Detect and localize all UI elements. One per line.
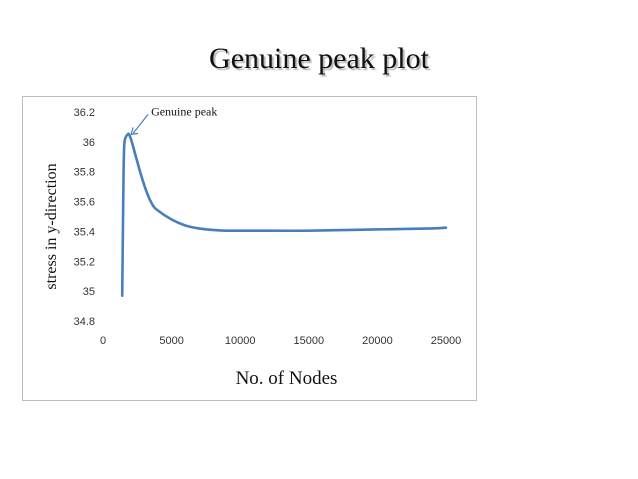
annotation-arrow-head [130,127,139,135]
y-tick-label: 35.8 [74,167,95,179]
y-tick-label: 35 [83,286,95,298]
y-tick-label: 36.2 [74,107,95,119]
annotation-label: Genuine peak [151,104,217,118]
y-tick-label: 35.4 [74,226,95,238]
y-tick-label: 35.2 [74,256,95,268]
y-tick-label: 34.8 [74,316,95,328]
x-tick-label: 10000 [225,335,256,347]
x-axis-title: No. of Nodes [236,368,338,389]
x-tick-label: 5000 [159,335,183,347]
x-tick-label: 25000 [431,335,462,347]
annotation-arrow-line [132,114,149,134]
page-title: Genuine peak plot [209,42,429,75]
x-tick-label: 20000 [362,335,393,347]
line-chart: 34.8 35 35.2 35.4 35.6 35.8 36 36.2 0 5000 10000 15… [43,104,462,389]
x-tick-label: 15000 [294,335,325,347]
y-axis-title: stress in y-direction [43,163,60,289]
chart-container: 34.8 35 35.2 35.4 35.6 35.8 36 36.2 0 5000 10000 15… [22,96,477,401]
series-line-1 [120,132,448,297]
x-tick-label: 0 [100,335,106,347]
y-tick-label: 36 [83,137,95,149]
y-tick-label: 35.6 [74,197,95,209]
